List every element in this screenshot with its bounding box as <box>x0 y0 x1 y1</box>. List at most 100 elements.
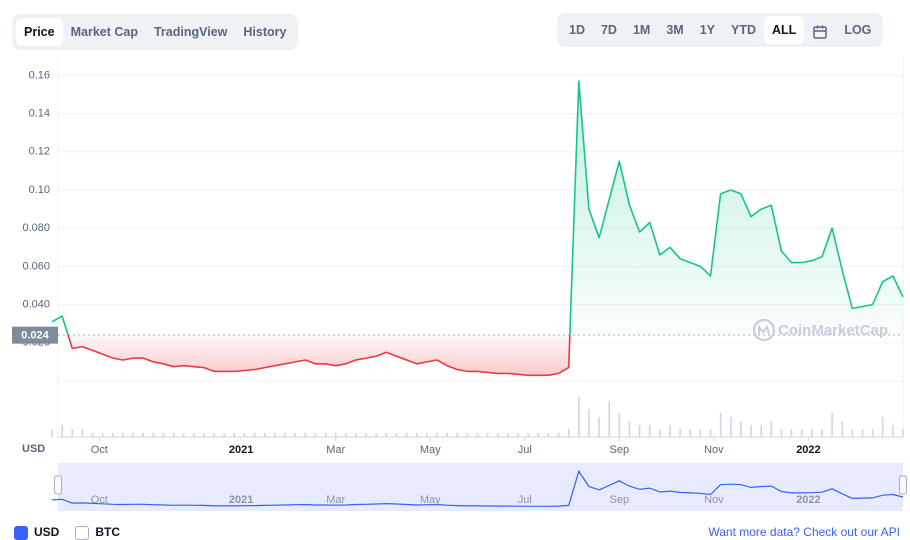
y-tick-label: 0.14 <box>29 107 50 119</box>
api-link[interactable]: Want more data? Check out our API <box>708 525 900 539</box>
range-button[interactable]: ALL <box>764 16 805 44</box>
volume-bar <box>851 429 854 437</box>
volume-bar <box>344 433 347 437</box>
navigator-tick-label: 2021 <box>229 494 253 506</box>
range-button[interactable]: YTD <box>731 23 757 37</box>
volume-bar <box>334 433 337 437</box>
volume-bar <box>152 433 155 437</box>
volume-bar <box>831 413 833 437</box>
x-tick-label: 2022 <box>796 444 820 456</box>
range-button[interactable]: 1M <box>632 23 651 37</box>
y-tick-label: 0.16 <box>29 69 50 81</box>
volume-bar <box>790 429 793 437</box>
volume-bar <box>750 425 752 437</box>
legend-checkbox[interactable] <box>14 525 28 540</box>
volume-bar <box>304 433 307 437</box>
volume-bar <box>699 429 702 437</box>
range-button[interactable]: 1Y <box>699 23 716 37</box>
volume-bar <box>284 433 286 437</box>
volume-bar <box>91 433 94 437</box>
tab-button[interactable]: Price <box>16 18 63 46</box>
watermark: CoinMarketCap <box>778 322 888 339</box>
tab-button[interactable]: Market Cap <box>70 25 138 39</box>
tab-button[interactable]: TradingView <box>153 25 228 39</box>
volume-bar <box>172 433 175 437</box>
range-button[interactable]: 7D <box>600 23 617 37</box>
volume-bar <box>314 433 317 437</box>
volume-bar <box>871 429 874 437</box>
volume-bar <box>689 429 692 437</box>
volume-bar <box>547 433 550 437</box>
volume-bar <box>213 433 215 437</box>
volume-bar <box>375 433 377 437</box>
volume-bar <box>71 429 74 437</box>
volume-bar <box>780 429 783 437</box>
volume-bar <box>841 421 844 437</box>
volume-bar <box>253 433 256 437</box>
volume-bar <box>729 417 732 437</box>
volume-bar <box>618 413 621 437</box>
baseline-tag <box>12 326 58 344</box>
y-tick-label: 0.080 <box>22 222 50 234</box>
y-tick-label: 0.040 <box>22 298 50 310</box>
legend: USD BTC <box>14 525 120 540</box>
range-button[interactable]: 3M <box>666 23 684 37</box>
volume-bar <box>51 429 53 437</box>
volume-bar <box>659 429 661 437</box>
calendar-icon <box>813 25 828 39</box>
volume-bar <box>274 433 276 437</box>
navigator-tick-label: Jul <box>518 494 532 506</box>
volume-bar <box>881 417 884 437</box>
volume-bar <box>182 433 185 437</box>
volume-bar <box>648 425 651 437</box>
volume-bar <box>233 433 236 437</box>
volume-bar <box>598 417 600 437</box>
navigator-handle[interactable] <box>54 475 62 495</box>
volume-bar <box>426 433 428 437</box>
legend-item[interactable]: USD <box>14 525 59 540</box>
volume-bar <box>456 433 459 437</box>
navigator-handle[interactable] <box>899 475 907 495</box>
y-tick-label: 0.060 <box>22 260 50 272</box>
volume-bar <box>760 425 762 437</box>
volume-bar <box>507 433 509 437</box>
navigator-tick-label: Sep <box>610 494 630 506</box>
navigator-tick-label: Nov <box>704 494 724 506</box>
price-area <box>52 81 903 376</box>
navigator <box>58 463 903 511</box>
volume-bar <box>902 429 904 437</box>
volume-bar <box>517 433 519 437</box>
volume-bar <box>324 433 327 437</box>
volume-bar <box>527 433 529 437</box>
chart-tabs: Price Market Cap TradingView History <box>12 14 299 50</box>
volume-bar <box>537 433 540 437</box>
navigator-tick-label: 2022 <box>796 494 820 506</box>
legend-item[interactable]: BTC <box>75 525 120 540</box>
range-selector: 1D 7D 1M 3M 1Y YTD ALL LOG <box>557 13 884 47</box>
volume-bar <box>821 429 823 437</box>
axis-unit-label: USD <box>22 443 45 455</box>
navigator-tick-label: Mar <box>326 494 345 506</box>
volume-bar <box>669 425 671 437</box>
navigator-tick-label: Oct <box>91 494 108 506</box>
range-button[interactable]: 1D <box>569 23 585 37</box>
volume-bar <box>557 433 560 437</box>
navigator-line <box>51 469 904 507</box>
volume-bar <box>679 429 681 437</box>
volume-bar <box>132 433 134 437</box>
volume-bar <box>223 433 226 437</box>
volume-bar <box>122 433 124 437</box>
x-tick-label: Jul <box>518 444 532 456</box>
log-button[interactable]: LOG <box>844 23 872 37</box>
volume-bar <box>162 433 165 437</box>
y-tick-label: 0.10 <box>29 184 50 196</box>
volume-bar <box>476 433 479 437</box>
legend-checkbox[interactable] <box>75 525 90 540</box>
baseline-label: 0.024 <box>21 330 49 342</box>
legend-label: USD <box>34 525 60 539</box>
x-tick-label: May <box>420 444 441 456</box>
tab-button[interactable]: History <box>243 25 287 39</box>
x-tick-label: Nov <box>704 444 724 456</box>
calendar-button[interactable] <box>804 16 836 44</box>
